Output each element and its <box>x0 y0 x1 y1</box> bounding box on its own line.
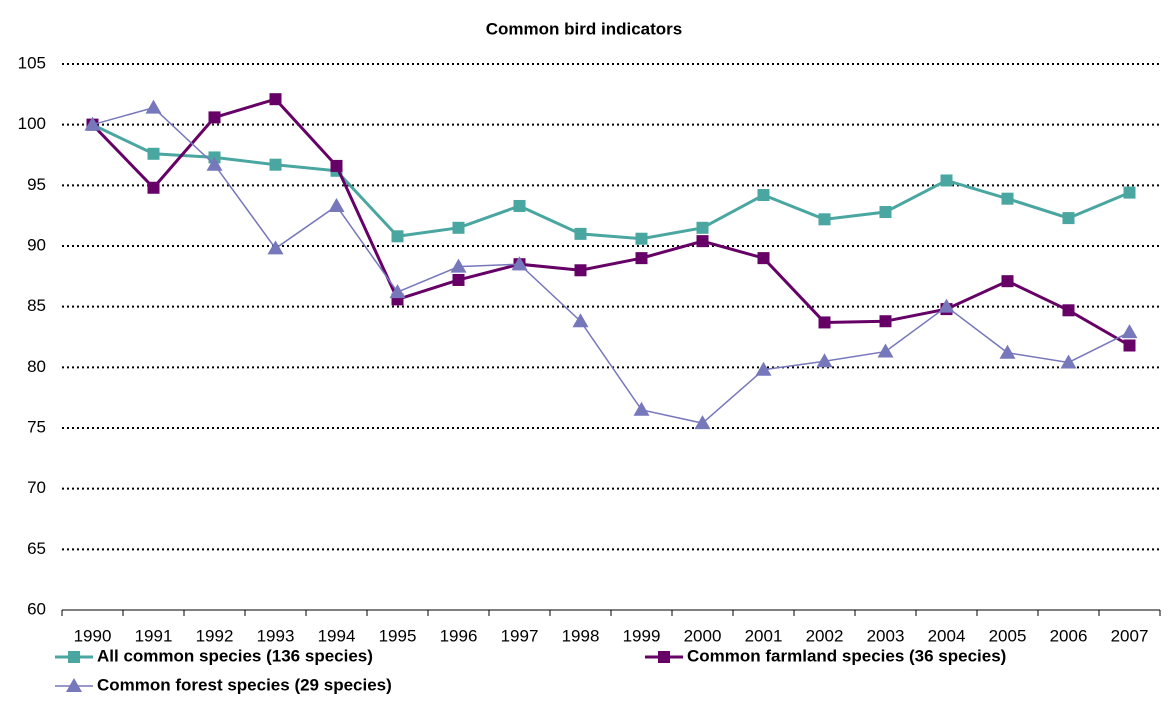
data-point <box>267 240 284 255</box>
legend-marker <box>658 651 670 663</box>
x-tick-label: 2005 <box>989 626 1027 645</box>
x-tick-label: 2001 <box>745 626 783 645</box>
data-point <box>877 343 894 358</box>
data-point <box>269 158 282 171</box>
series-line <box>91 97 1131 347</box>
x-tick-label: 1996 <box>440 626 478 645</box>
y-tick-label: 100 <box>18 114 46 133</box>
x-tick-label: 2006 <box>1050 626 1088 645</box>
data-point <box>330 159 343 172</box>
data-point <box>999 344 1016 359</box>
y-tick-label: 95 <box>27 175 46 194</box>
data-point <box>940 174 953 187</box>
y-tick-label: 85 <box>27 296 46 315</box>
x-tick-label: 1998 <box>562 626 600 645</box>
data-point <box>513 199 526 212</box>
x-tick-label: 2002 <box>806 626 844 645</box>
series-line <box>92 106 1130 424</box>
legend-marker <box>66 678 82 692</box>
data-point <box>694 415 711 430</box>
data-point <box>696 221 709 234</box>
x-tick-label: 2007 <box>1111 626 1149 645</box>
data-point <box>206 156 223 171</box>
x-tick-label: 1995 <box>379 626 417 645</box>
data-point <box>391 230 404 243</box>
x-tick-label: 2000 <box>684 626 722 645</box>
y-tick-label: 75 <box>27 417 46 436</box>
data-point <box>1123 186 1136 199</box>
data-point <box>1062 304 1075 317</box>
y-tick-label: 65 <box>27 539 46 558</box>
legend-label: All common species (136 species) <box>97 646 373 665</box>
legend-label: Common farmland species (36 species) <box>687 646 1006 665</box>
x-tick-label: 1993 <box>257 626 295 645</box>
data-point <box>1001 275 1014 288</box>
data-point <box>635 252 648 265</box>
data-point <box>816 353 833 368</box>
data-point <box>818 316 831 329</box>
x-tick-label: 1994 <box>318 626 356 645</box>
data-point <box>879 206 892 219</box>
series-line <box>91 123 1131 241</box>
legend-marker <box>68 651 80 663</box>
data-point <box>511 256 528 271</box>
x-tick-label: 1990 <box>74 626 112 645</box>
data-point <box>1121 324 1138 339</box>
data-point <box>208 111 221 124</box>
data-point <box>757 252 770 265</box>
data-point <box>574 227 587 240</box>
data-point <box>84 116 101 131</box>
data-point <box>755 361 772 376</box>
data-point <box>633 401 650 416</box>
data-point <box>328 197 345 212</box>
data-point <box>147 181 160 194</box>
y-tick-label: 70 <box>27 478 46 497</box>
data-point <box>574 264 587 277</box>
data-point <box>452 221 465 234</box>
data-point <box>572 313 589 328</box>
y-tick-label: 90 <box>27 235 46 254</box>
data-point <box>1001 192 1014 205</box>
data-point <box>389 284 406 299</box>
data-point <box>757 189 770 202</box>
x-tick-label: 1999 <box>623 626 661 645</box>
data-point <box>1123 339 1136 352</box>
x-tick-label: 1992 <box>196 626 234 645</box>
data-point <box>147 147 160 160</box>
data-point <box>145 99 162 114</box>
y-tick-label: 60 <box>27 599 46 618</box>
x-tick-label: 1991 <box>135 626 173 645</box>
x-tick-label: 2003 <box>867 626 905 645</box>
data-point <box>452 273 465 286</box>
x-tick-label: 2004 <box>928 626 966 645</box>
data-point <box>818 213 831 226</box>
data-point <box>269 93 282 106</box>
chart-title: Common bird indicators <box>486 19 682 38</box>
data-point <box>1062 212 1075 225</box>
data-point <box>938 298 955 313</box>
legend-label: Common forest species (29 species) <box>97 675 392 694</box>
x-tick-label: 1997 <box>501 626 539 645</box>
data-point <box>1060 354 1077 369</box>
data-point <box>696 235 709 248</box>
data-point <box>450 258 467 273</box>
data-point <box>879 315 892 328</box>
y-tick-label: 105 <box>18 53 46 72</box>
data-point <box>635 232 648 245</box>
y-tick-label: 80 <box>27 357 46 376</box>
